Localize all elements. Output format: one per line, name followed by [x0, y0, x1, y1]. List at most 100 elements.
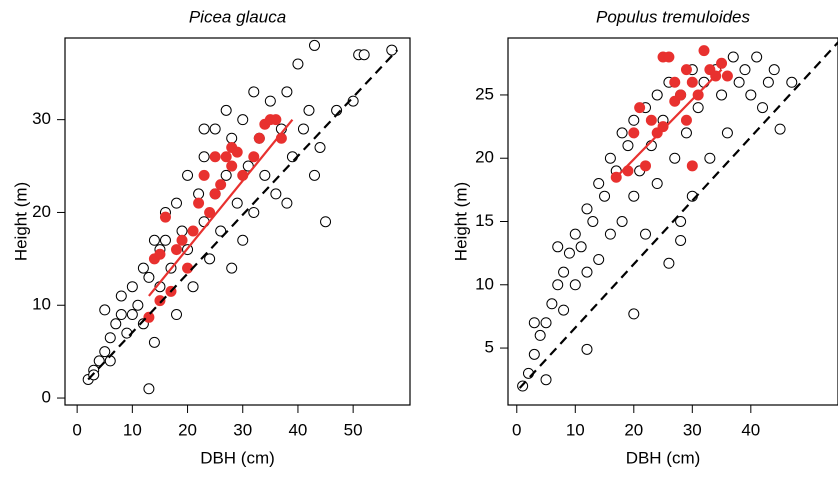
data-point — [698, 76, 710, 88]
data-point — [786, 76, 798, 88]
data-point — [616, 127, 628, 139]
data-point — [680, 64, 692, 76]
data-point — [309, 39, 321, 51]
data-point — [132, 299, 144, 311]
data-point — [593, 178, 605, 190]
chart-title: Populus tremuloides — [596, 7, 751, 26]
data-point — [563, 247, 575, 259]
data-point — [663, 51, 675, 63]
fit-line — [87, 49, 399, 381]
data-point — [628, 190, 640, 202]
y-tick-label: 25 — [475, 84, 494, 103]
data-point — [209, 188, 221, 200]
data-point — [669, 152, 681, 164]
data-point — [154, 248, 166, 260]
data-point — [253, 132, 265, 144]
data-point — [651, 178, 663, 190]
data-point — [616, 216, 628, 227]
data-point — [93, 355, 105, 367]
data-point — [220, 104, 232, 116]
data-point — [231, 146, 243, 158]
data-point — [237, 234, 249, 246]
data-point — [663, 257, 675, 269]
data-point — [193, 197, 205, 209]
x-axis-label: DBH (cm) — [200, 448, 275, 467]
data-point — [698, 45, 710, 57]
data-point — [176, 234, 188, 246]
data-point — [762, 76, 774, 88]
data-point — [692, 102, 704, 114]
data-point — [569, 279, 581, 291]
data-point — [226, 132, 238, 144]
data-point — [552, 241, 564, 253]
y-tick-label: 5 — [485, 338, 494, 357]
data-point — [110, 318, 122, 330]
data-point — [99, 304, 111, 316]
data-point — [171, 197, 183, 209]
data-point — [540, 374, 552, 386]
data-point — [640, 228, 651, 240]
plot-frame — [507, 37, 838, 406]
data-point — [159, 211, 171, 223]
data-point — [226, 160, 238, 172]
data-point — [745, 89, 757, 101]
data-point — [581, 203, 593, 215]
data-point — [657, 121, 669, 133]
x-tick-label: 10 — [566, 420, 585, 439]
data-point — [675, 216, 687, 227]
data-point — [187, 281, 199, 293]
fit-line — [518, 41, 838, 389]
y-tick-label: 20 — [32, 202, 51, 221]
chart-title: Picea glauca — [189, 7, 286, 26]
data-point — [314, 141, 326, 153]
data-point — [126, 281, 138, 293]
data-point — [593, 253, 605, 265]
data-point — [154, 295, 166, 307]
data-point — [640, 160, 651, 172]
data-point — [215, 179, 227, 191]
data-point — [248, 206, 260, 218]
data-point — [226, 262, 238, 274]
data-point — [628, 114, 640, 126]
data-point — [320, 216, 332, 228]
data-point — [622, 140, 634, 152]
data-point — [604, 228, 616, 240]
x-tick-label: 0 — [72, 420, 81, 439]
data-point — [148, 234, 160, 246]
data-point — [599, 190, 611, 202]
data-point — [204, 253, 216, 265]
data-point — [182, 262, 194, 274]
x-tick-label: 40 — [288, 420, 307, 439]
data-point — [187, 225, 199, 237]
data-point — [193, 188, 205, 200]
data-point — [587, 216, 599, 227]
data-point — [281, 197, 293, 209]
fit-line — [148, 118, 294, 297]
x-axis-label: DBH (cm) — [626, 448, 701, 467]
data-point — [143, 311, 155, 323]
data-point — [143, 383, 155, 395]
x-tick-label: 20 — [178, 420, 197, 439]
data-point — [303, 104, 315, 116]
data-point — [546, 298, 558, 310]
data-point — [137, 262, 149, 274]
data-point — [634, 102, 646, 114]
data-point — [581, 266, 593, 278]
data-point — [204, 206, 216, 218]
data-point — [358, 49, 370, 61]
data-point — [292, 58, 304, 70]
data-point — [686, 160, 698, 172]
data-point — [528, 348, 540, 360]
data-point — [569, 228, 581, 240]
data-point — [198, 123, 210, 135]
data-point — [733, 76, 745, 88]
y-axis-label: Height (m) — [451, 182, 470, 261]
data-point — [669, 76, 681, 88]
data-point — [215, 225, 227, 237]
x-tick-label: 0 — [512, 420, 521, 439]
data-point — [270, 114, 282, 126]
y-tick-label: 10 — [32, 295, 51, 314]
data-point — [220, 169, 232, 181]
data-point — [680, 114, 692, 126]
data-point — [558, 304, 570, 316]
